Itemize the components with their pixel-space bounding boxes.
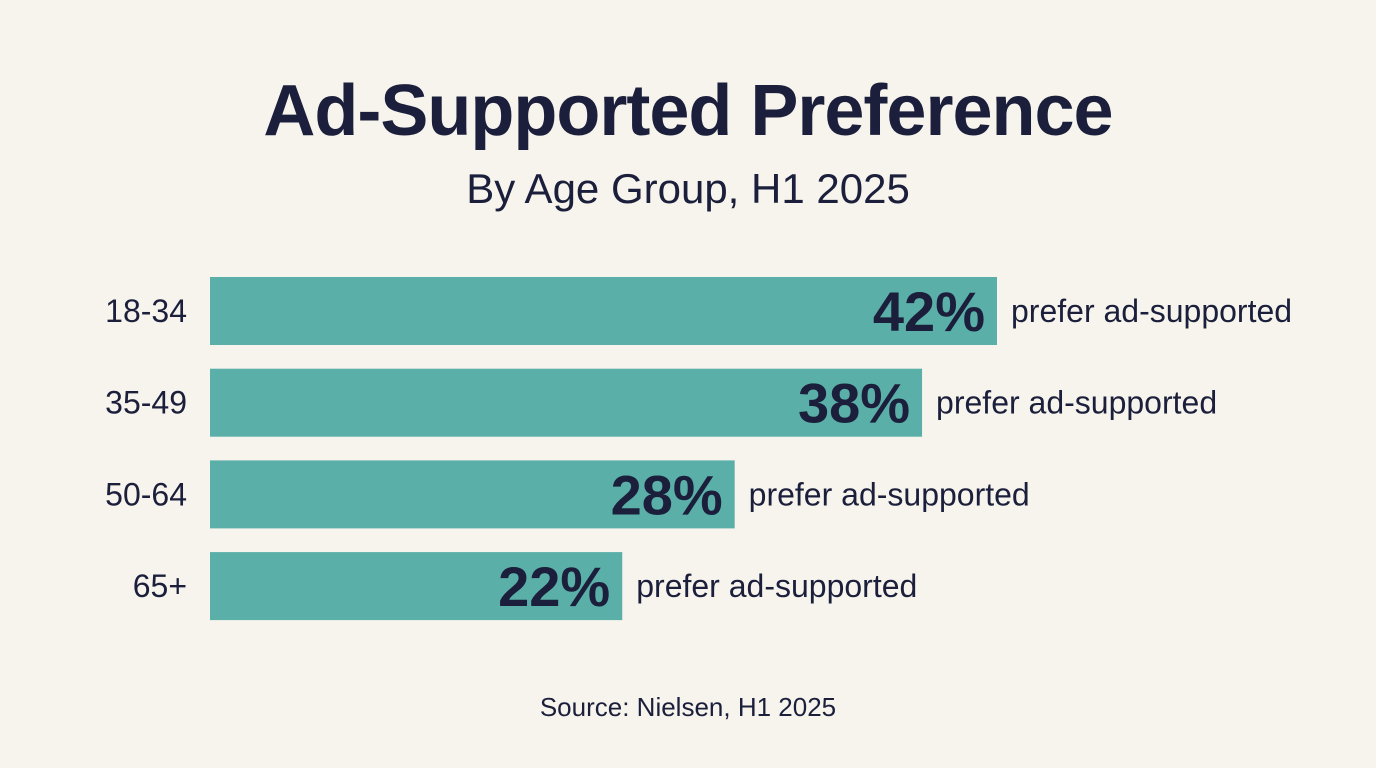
category-label: 65+ bbox=[133, 568, 187, 604]
annotation-label: prefer ad-supported bbox=[636, 568, 917, 604]
value-label: 42% bbox=[873, 280, 985, 343]
chart-subtitle: By Age Group, H1 2025 bbox=[466, 165, 910, 212]
value-label: 28% bbox=[611, 463, 723, 526]
annotation-label: prefer ad-supported bbox=[1011, 293, 1292, 329]
value-label: 22% bbox=[498, 555, 610, 618]
category-label: 35-49 bbox=[105, 385, 187, 421]
source-note: Source: Nielsen, H1 2025 bbox=[539, 692, 837, 722]
chart-title: Ad-Supported Preference bbox=[263, 71, 1113, 151]
annotation-label: prefer ad-supported bbox=[749, 476, 1030, 512]
annotation-label: prefer ad-supported bbox=[936, 385, 1217, 421]
value-label: 38% bbox=[798, 372, 910, 435]
bar bbox=[210, 368, 923, 437]
bar bbox=[210, 460, 735, 529]
category-label: 50-64 bbox=[105, 476, 187, 512]
bar bbox=[210, 552, 623, 621]
category-label: 18-34 bbox=[105, 293, 187, 329]
bar bbox=[210, 277, 997, 345]
